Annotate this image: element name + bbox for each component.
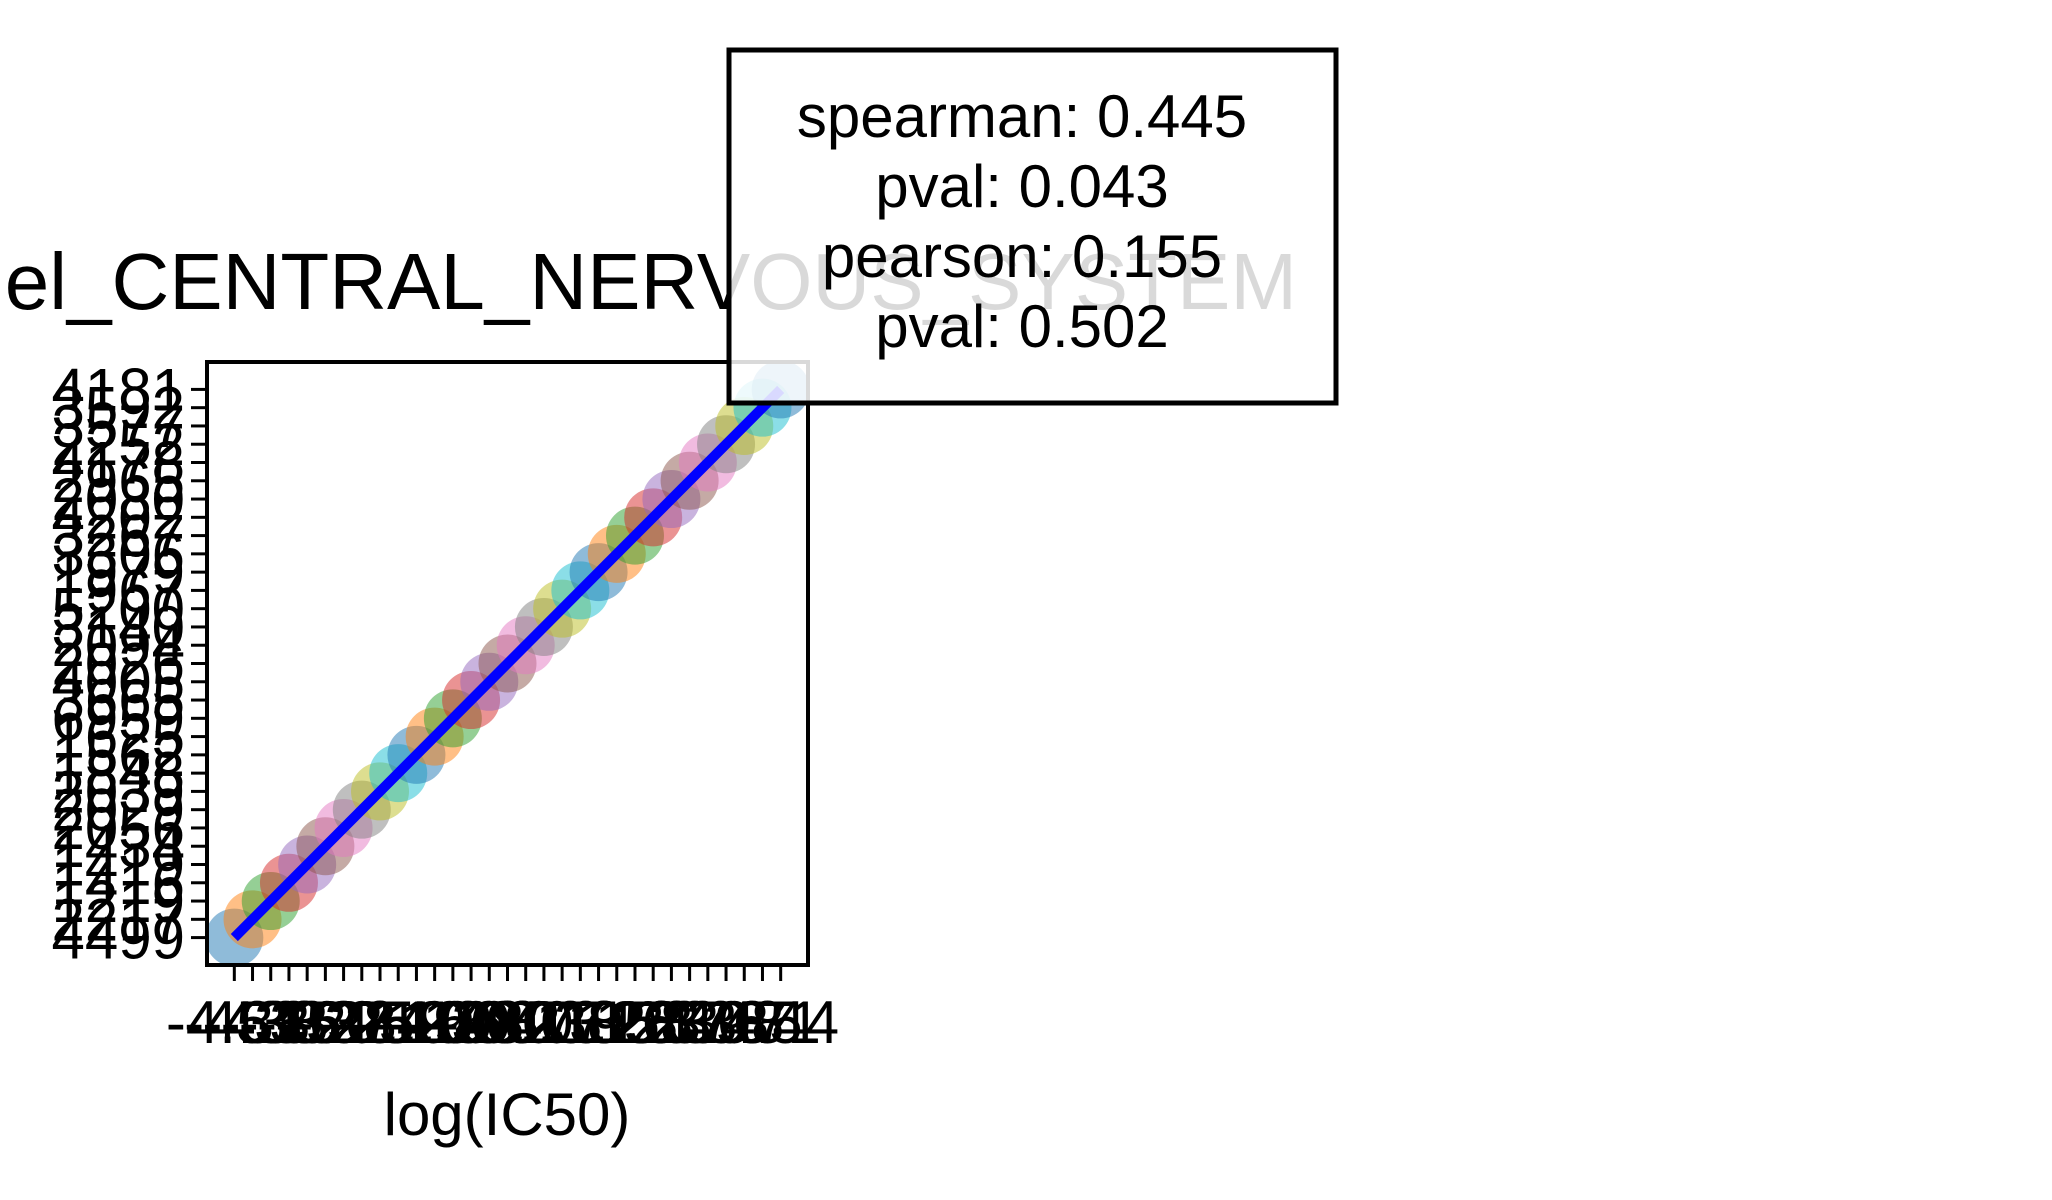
y-tick-label: 5200 <box>52 576 185 643</box>
x-tick-label: -1.66 <box>366 989 503 1056</box>
y-tick-label: 3592 <box>52 375 185 442</box>
y-tick-label: 1562 <box>52 722 185 789</box>
x-tick-label: -2.52 <box>312 989 449 1056</box>
plot-frame <box>205 360 810 967</box>
y-tick-label: 4178 <box>52 430 185 497</box>
y-tick-label: 6959 <box>52 685 185 752</box>
y-tick-label: 2217 <box>52 886 185 953</box>
y-tick-label: 3140 <box>52 594 185 661</box>
y-tick-label: 2029 <box>52 777 185 844</box>
x-tick-label: -1.40 <box>384 989 521 1056</box>
x-tick-label: 1.58 <box>577 989 694 1056</box>
y-tick-label: 3665 <box>52 667 185 734</box>
y-tick-label: 1979 <box>52 539 185 606</box>
annotation-line: pval: 0.043 <box>875 153 1169 220</box>
x-tick-label: -3.61 <box>239 989 376 1056</box>
x-tick-label: -0.82 <box>421 989 558 1056</box>
x-tick-label: 0.95 <box>540 989 657 1056</box>
x-tick-label: 0.71 <box>522 989 639 1056</box>
x-tick-label: 3.35 <box>686 989 803 1056</box>
y-tick-label: 3577 <box>52 393 185 460</box>
y-tick-label: 2965 <box>52 448 185 515</box>
x-axis-label: log(IC50) <box>384 1081 631 1148</box>
x-tick-label: 3.71 <box>704 989 821 1056</box>
x-tick-label: 0.13 <box>486 989 603 1056</box>
x-tick-label: 2.49 <box>631 989 748 1056</box>
x-tick-label: -1.93 <box>348 989 485 1056</box>
x-tick-label: 0.38 <box>504 989 621 1056</box>
annotation-box <box>726 47 1339 406</box>
y-tick-label: 2080 <box>52 466 185 533</box>
x-tick-label: -1.08 <box>403 989 540 1056</box>
annotation-line: spearman: 0.445 <box>797 83 1247 150</box>
x-tick-label: 2.76 <box>649 989 766 1056</box>
y-tick-label: 1219 <box>52 868 185 935</box>
y-tick-label: 1434 <box>52 813 185 880</box>
y-tick-label: 1419 <box>52 832 185 899</box>
x-tick-label: -3.05 <box>275 989 412 1056</box>
y-tick-label: 4005 <box>52 649 185 716</box>
x-tick-label: -0.47 <box>439 989 576 1056</box>
x-tick-label: -0.21 <box>457 989 594 1056</box>
x-tick-label: -3.92 <box>221 989 358 1056</box>
y-tick-label: 2026 <box>52 631 185 698</box>
y-tick-label: 4499 <box>52 905 185 972</box>
y-tick-label: 1848 <box>52 740 185 807</box>
x-tick-label: 4.44 <box>722 989 839 1056</box>
y-tick-label: 4181 <box>52 356 185 423</box>
y-tick-label: 3306 <box>52 521 185 588</box>
x-tick-label: -4.15 <box>202 989 339 1056</box>
y-tick-label: 1625 <box>52 704 185 771</box>
y-tick-label: 4202 <box>52 484 185 551</box>
x-tick-label: -3.37 <box>257 989 394 1056</box>
x-tick-label: 2.17 <box>613 989 730 1056</box>
y-tick-label: 1416 <box>52 850 185 917</box>
y-tick-label: 2252 <box>52 411 185 478</box>
y-tick-label: 1967 <box>52 557 185 624</box>
x-tick-label: -4.53 <box>166 989 303 1056</box>
y-tick-label: 2094 <box>52 612 185 679</box>
annotation-line: pearson: 0.155 <box>822 223 1222 290</box>
x-tick-label: 3.08 <box>668 989 785 1056</box>
fit-line <box>230 385 785 942</box>
x-tick-label: -2.19 <box>330 989 467 1056</box>
y-tick-label: 2056 <box>52 795 185 862</box>
y-tick-label: 3267 <box>52 503 185 570</box>
x-tick-label: -4.38 <box>184 989 321 1056</box>
x-tick-label: -2.84 <box>293 989 430 1056</box>
x-tick-label: 1.26 <box>558 989 675 1056</box>
y-tick-label: 2039 <box>52 758 185 825</box>
x-tick-label: 1.83 <box>595 989 712 1056</box>
annotation-line: pval: 0.502 <box>875 293 1169 360</box>
